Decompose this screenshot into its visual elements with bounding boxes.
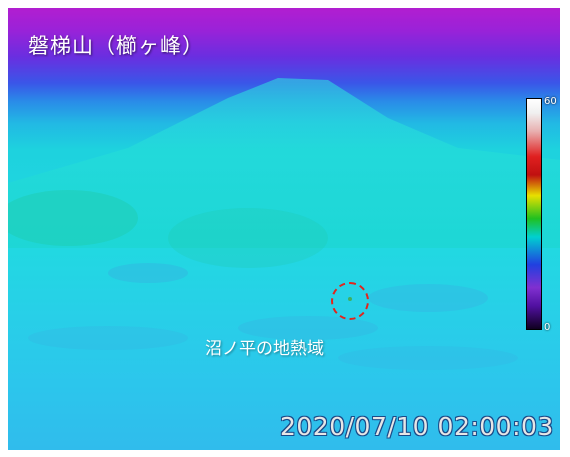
capture-timestamp: 2020/07/10 02:00:03 <box>280 412 554 441</box>
location-title: 磐梯山（櫛ヶ峰） <box>28 34 204 58</box>
colorbar-max-label: 60 <box>544 96 557 107</box>
mountain-silhouette <box>8 78 560 370</box>
thermal-image: 磐梯山（櫛ヶ峰） 60 0 沼ノ平の地熱域 2020/07/10 02:00:0… <box>8 8 560 450</box>
geothermal-area-label: 沼ノ平の地熱域 <box>205 339 324 359</box>
geothermal-area-marker <box>331 282 369 320</box>
temperature-colorbar <box>526 98 542 330</box>
colorbar-min-label: 0 <box>544 322 551 333</box>
